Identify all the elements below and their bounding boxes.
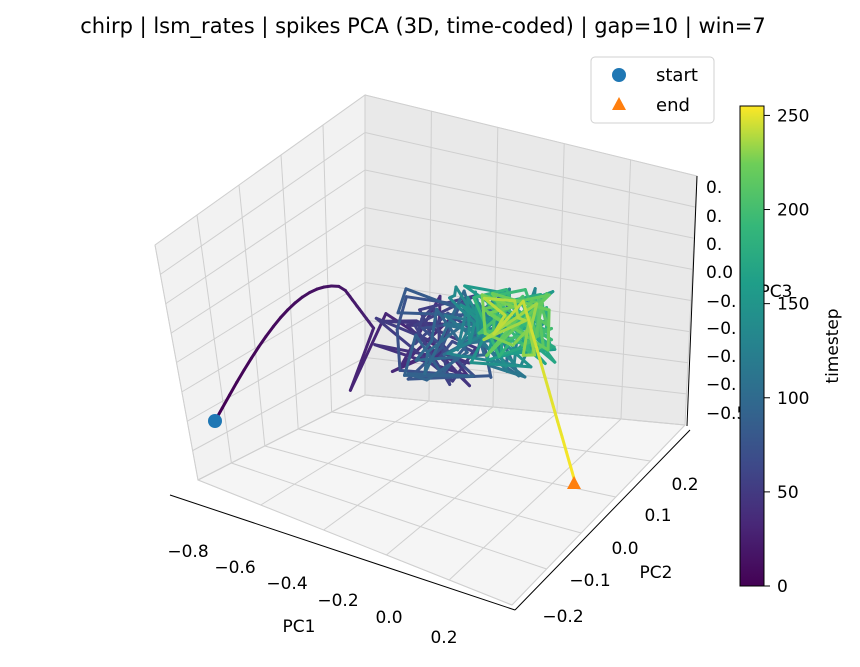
chart-title: chirp | lsm_rates | spikes PCA (3D, time… bbox=[80, 14, 766, 39]
trajectory-segment bbox=[548, 310, 549, 350]
legend-end-label: end bbox=[656, 95, 690, 116]
z-tick-label: 0. bbox=[706, 207, 722, 227]
x-tick-label: −0.2 bbox=[317, 591, 358, 611]
legend: start end bbox=[591, 57, 714, 123]
x-tick-label: 0.2 bbox=[430, 628, 457, 648]
colorbar: 0 50 100 150 200 250 timestep bbox=[740, 106, 843, 597]
y-axis-label: PC2 bbox=[640, 563, 673, 583]
colorbar-tick-label: 50 bbox=[777, 483, 799, 503]
legend-start-marker bbox=[612, 68, 626, 82]
y-tick-label: −0.1 bbox=[569, 571, 610, 591]
z-tick-label: −0. bbox=[706, 319, 736, 339]
x-tick-label: −0.4 bbox=[266, 574, 307, 594]
legend-start-label: start bbox=[656, 65, 698, 86]
colorbar-gradient bbox=[740, 106, 764, 586]
colorbar-label: timestep bbox=[823, 308, 843, 383]
x-tick-label: 0.0 bbox=[375, 608, 402, 628]
colorbar-tick-label: 150 bbox=[777, 295, 809, 315]
y-tick-label: −0.2 bbox=[542, 607, 583, 627]
z-tick-label: −0. bbox=[706, 347, 736, 367]
colorbar-tick-label: 100 bbox=[777, 389, 809, 409]
y-tick-label: 0.1 bbox=[644, 506, 671, 526]
x-tick-label: −0.8 bbox=[167, 542, 208, 562]
z-tick-label: 0.0 bbox=[706, 263, 733, 283]
x-axis-label: PC1 bbox=[283, 617, 316, 637]
colorbar-ticks: 0 50 100 150 200 250 bbox=[764, 106, 809, 597]
y-tick-label: 0.0 bbox=[611, 539, 638, 559]
z-tick-label: 0. bbox=[706, 178, 722, 198]
trajectory-segment bbox=[468, 297, 470, 343]
start-marker bbox=[208, 414, 222, 428]
colorbar-tick-label: 250 bbox=[777, 106, 809, 126]
x-tick-label: −0.6 bbox=[214, 558, 255, 578]
z-tick-label: −0. bbox=[706, 292, 736, 312]
colorbar-tick-label: 200 bbox=[777, 201, 809, 221]
colorbar-tick-label: 0 bbox=[777, 577, 788, 597]
y-tick-label: 0.2 bbox=[671, 475, 698, 495]
z-tick-label: −0. bbox=[706, 375, 736, 395]
z-tick-label: 0. bbox=[706, 235, 722, 255]
